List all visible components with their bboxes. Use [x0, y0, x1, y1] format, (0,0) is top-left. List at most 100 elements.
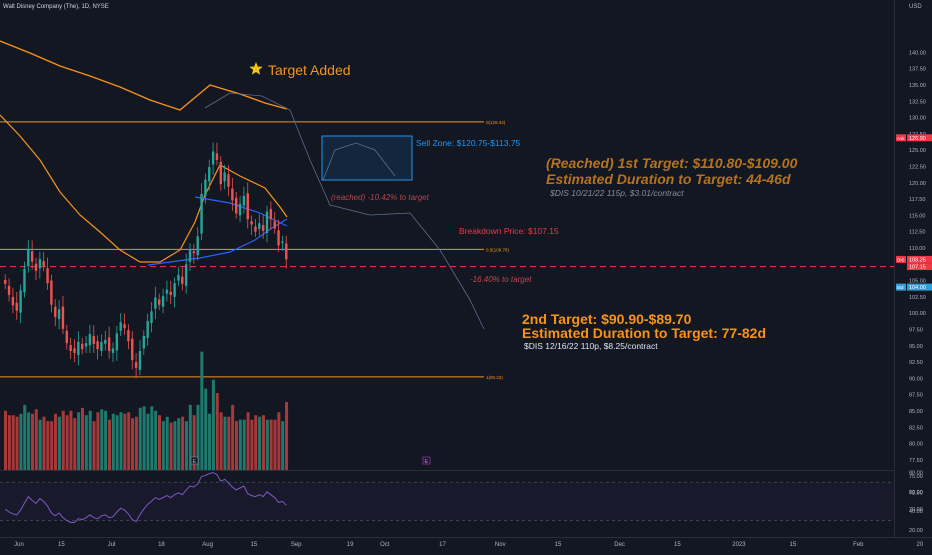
candle-body [65, 330, 68, 344]
price-axis-tick-label: 77.50 [909, 458, 923, 464]
rsi-line [4, 472, 287, 523]
volume-bar [285, 401, 289, 470]
candle-body [258, 223, 261, 230]
price-tag-Bid [907, 283, 932, 291]
sell-zone-label: Sell Zone: $120.75-$113.75 [416, 138, 521, 148]
ma-slow-line [0, 40, 288, 111]
price-axis-tick-label: 72.50 [909, 491, 923, 497]
price-axis-tick-label: 130.00 [909, 116, 926, 122]
volume-bar [69, 410, 73, 470]
volume-bar [119, 412, 123, 470]
symbol-title: Walt Disney Company (The), 1D, NYSE [3, 4, 109, 10]
volume-bar [208, 413, 212, 470]
candle-body [281, 241, 284, 243]
candle-body [104, 339, 107, 344]
volume-bar [188, 404, 192, 470]
time-axis-label: 15 [674, 542, 681, 548]
volume-bar [46, 421, 50, 470]
time-axis-label: Dec [614, 542, 625, 548]
volume-bar [231, 404, 235, 470]
volume-bar [196, 404, 200, 470]
volume-bar [142, 406, 146, 470]
volume-bar [65, 415, 69, 470]
volume-bar [169, 422, 173, 470]
price-axis-tick-label: 115.00 [909, 213, 925, 219]
volume-bar [281, 421, 285, 470]
candle-body [119, 322, 122, 331]
price-axis-tick-label: 112.50 [909, 230, 925, 236]
time-axis-label: 2023 [732, 542, 746, 548]
earnings-badge-future [422, 456, 431, 465]
candle-body [242, 195, 246, 206]
candle-body [88, 334, 92, 346]
price-axis-tick-label: 135.00 [909, 83, 926, 89]
volume-bar [242, 419, 246, 470]
price-tag-label-box [896, 255, 906, 263]
time-axis-label: Aug [202, 542, 213, 548]
candle-body [238, 203, 242, 216]
time-axis-label: 15 [251, 542, 258, 548]
price-tag-value: 126.90 [909, 136, 926, 142]
volume-bar [131, 418, 135, 470]
candle-body [285, 243, 288, 260]
candle-body [177, 274, 180, 281]
candle-body [50, 280, 53, 305]
price-axis-tick-label: 132.50 [909, 99, 926, 105]
time-axis-label: 20 [917, 542, 924, 548]
candle-body [169, 291, 172, 295]
level-label: 0(129.34) [486, 120, 506, 125]
candle-body [77, 341, 80, 355]
time-axis-label: 19 [347, 542, 354, 548]
price-tag-line [907, 263, 932, 271]
sell-zone-box [321, 135, 413, 181]
projection-path [204, 92, 485, 330]
volume-bar [11, 415, 15, 470]
candle-body [7, 285, 11, 295]
candle-body [54, 306, 57, 318]
volume-bar [15, 416, 19, 470]
volume-bar [115, 415, 119, 470]
candle-body [150, 311, 153, 323]
candle-body [227, 174, 230, 187]
time-axis-label: Oct [380, 542, 390, 548]
volume-bar [227, 416, 231, 470]
volume-bar [34, 409, 38, 470]
volume-bar [27, 412, 31, 470]
price-axis-tick-label: 137.50 [909, 67, 926, 73]
candle-body [4, 279, 7, 284]
price-axis-tick-label: 125.00 [909, 148, 926, 154]
volume-bar [123, 413, 127, 470]
volume-bar [146, 413, 150, 470]
volume-bar [42, 416, 46, 470]
candle-body [204, 179, 207, 196]
volume-bar [161, 421, 165, 470]
time-axis-label: Sep [291, 542, 302, 548]
rsi-axis-tick-label: 20.00 [909, 528, 923, 534]
volume-bar [81, 407, 84, 470]
candle-body [196, 236, 199, 256]
candle-body [127, 330, 130, 342]
price-axis-tick-label: 105.00 [909, 279, 926, 285]
candle-body [154, 297, 157, 309]
volume-bar [250, 419, 254, 470]
volume-bar [269, 419, 273, 470]
price-axis-tick-label: 110.00 [909, 246, 925, 252]
candle-body [131, 338, 134, 361]
volume-bar [61, 410, 65, 470]
candle-body [246, 193, 249, 220]
volume-bar [158, 415, 161, 470]
volume-bar [177, 418, 181, 470]
reached-pct-label: (reached) -10.42% to target [331, 193, 430, 202]
candle-body [250, 221, 253, 225]
candle-body [158, 299, 161, 305]
volume-bar [54, 413, 58, 470]
volume-bar [265, 419, 269, 470]
price-tag-value: 108.25 [909, 257, 926, 263]
candle-body [211, 151, 215, 165]
price-tag-Ask [907, 134, 932, 142]
time-axis-label: 15 [555, 542, 562, 548]
level-label: 1(90.23) [486, 375, 503, 380]
volume-bar [77, 412, 81, 470]
